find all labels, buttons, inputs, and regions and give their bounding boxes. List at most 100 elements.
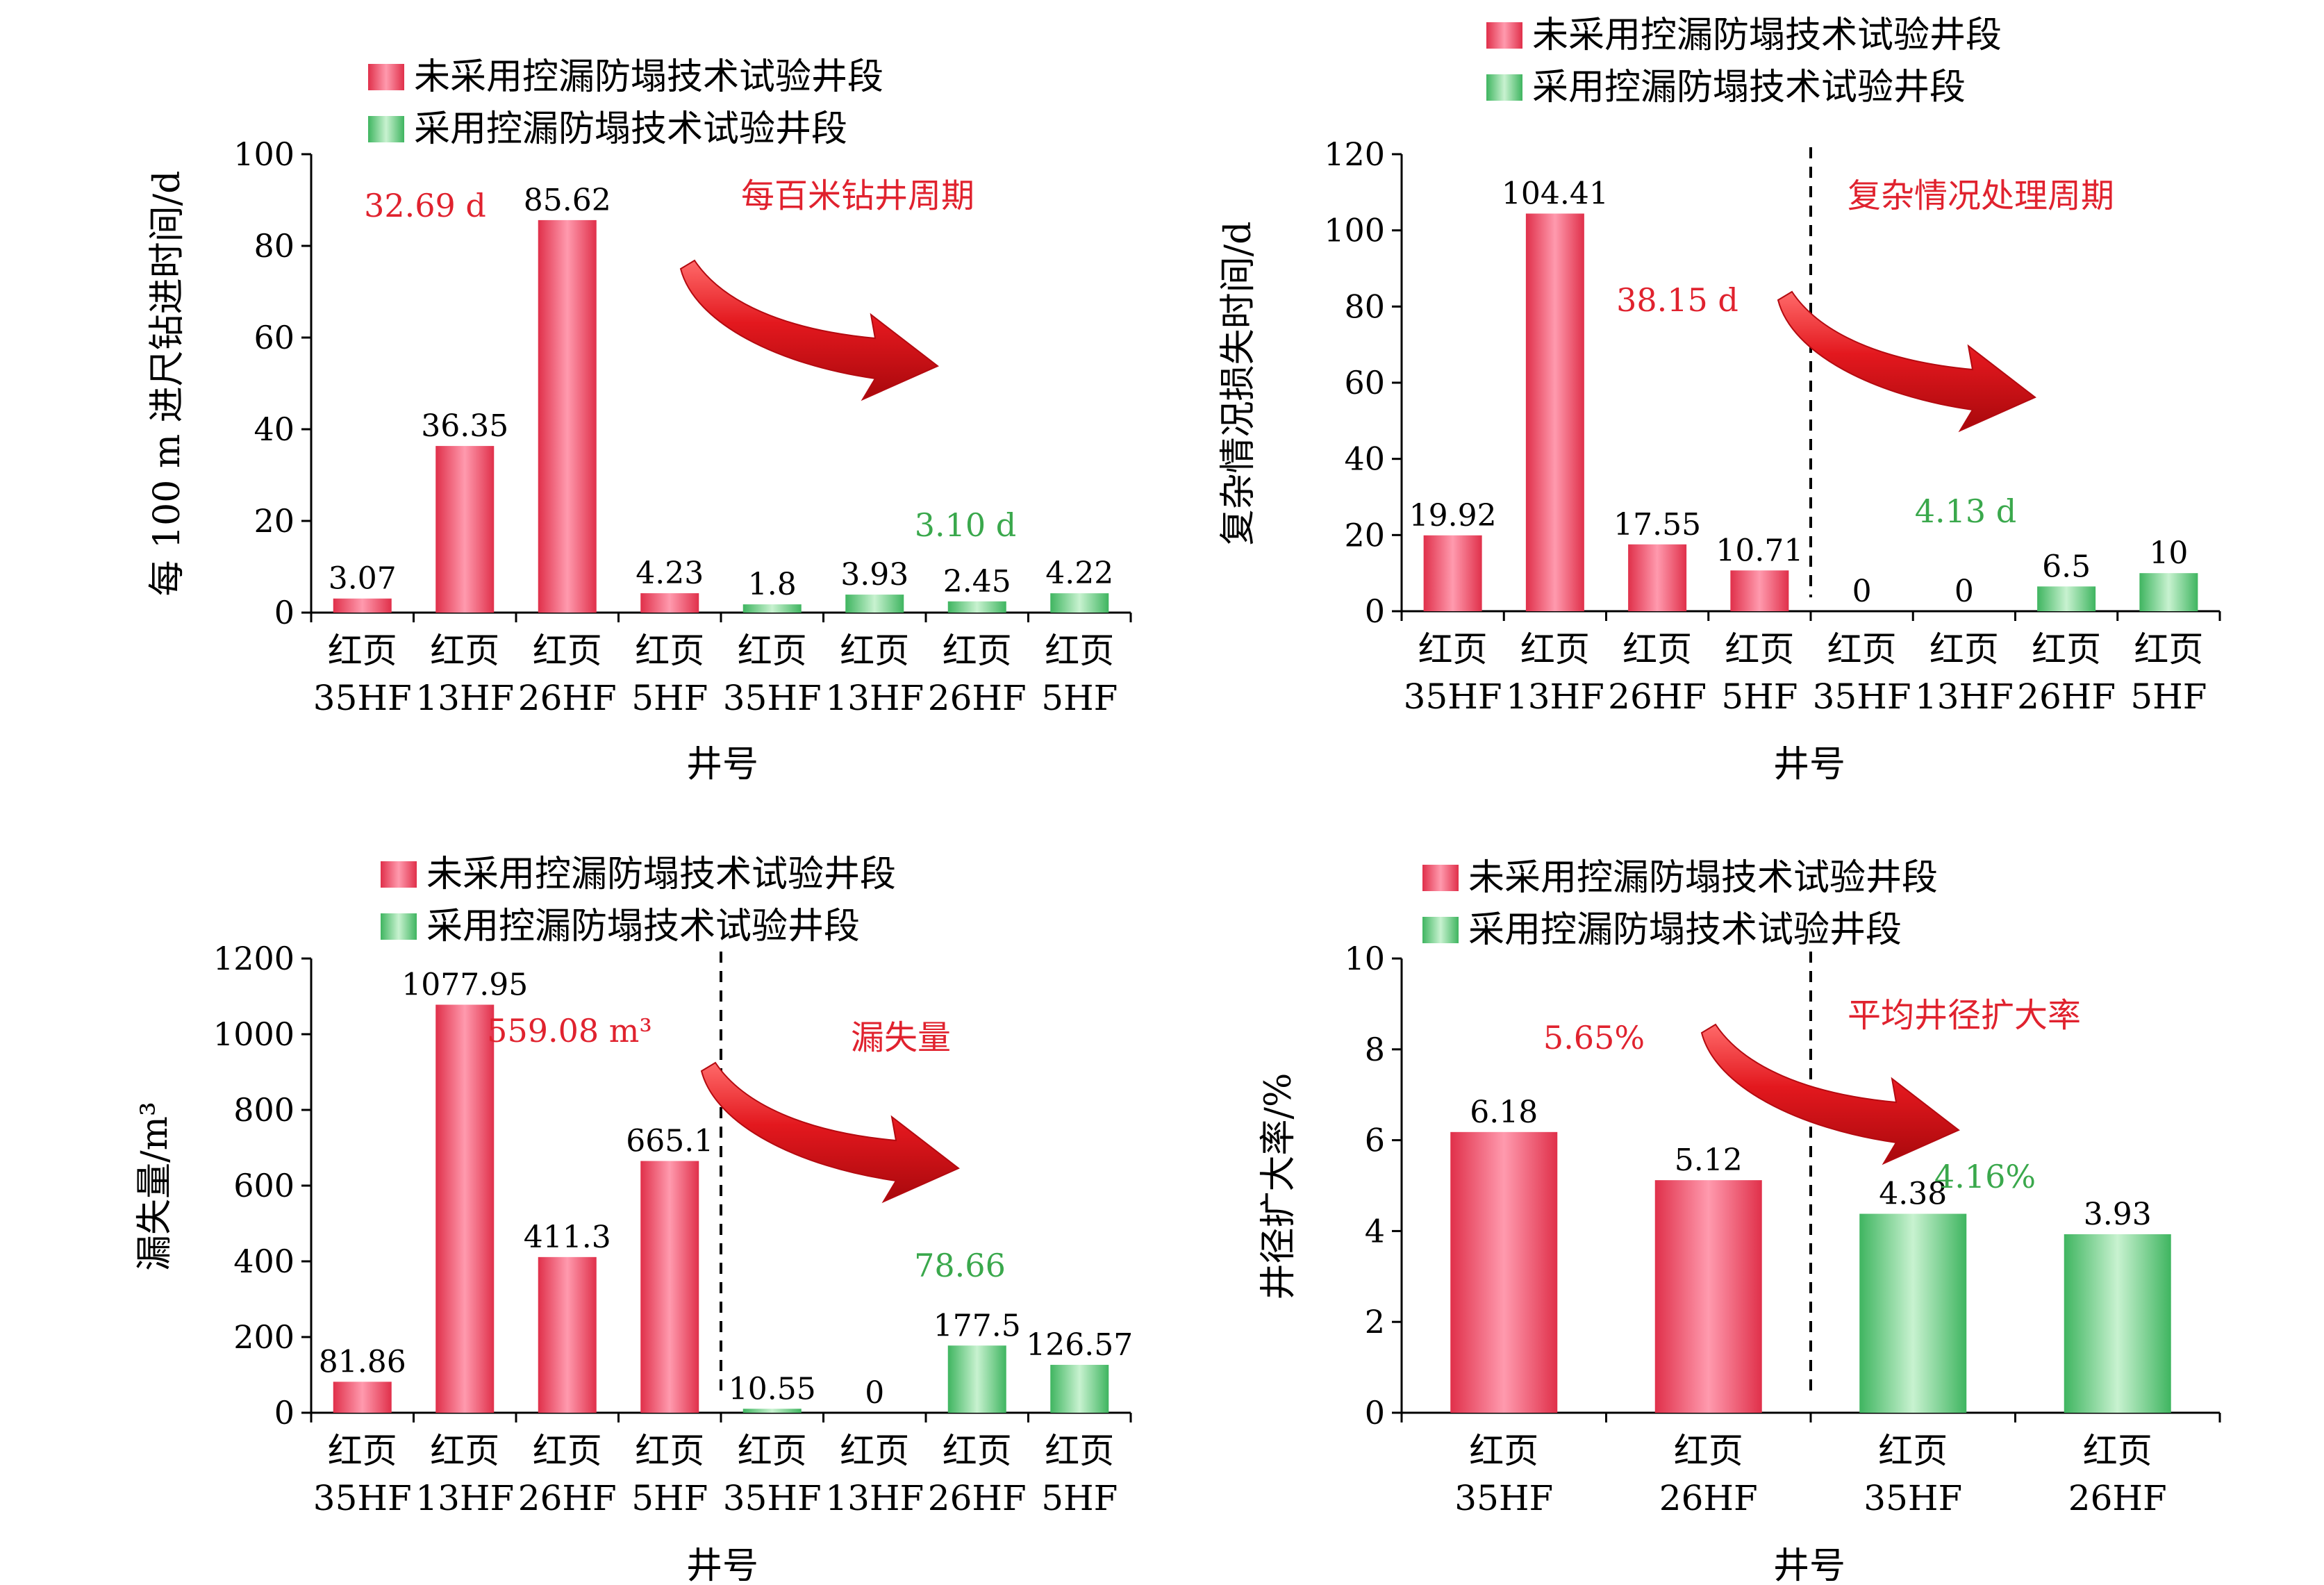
x-tick-label-line1: 红页 — [1674, 1431, 1743, 1471]
x-tick-label-line2: 26HF — [1608, 677, 1707, 717]
y-axis-title: 复杂情况损失时间/d — [1218, 222, 1259, 546]
x-tick-label-line2: 26HF — [518, 678, 617, 718]
x-tick-label-line2: 26HF — [518, 1478, 617, 1518]
bar-value-label: 3.93 — [2084, 1197, 2152, 1232]
x-tick-label-line1: 红页 — [943, 631, 1012, 671]
bar-red — [538, 1256, 597, 1413]
x-tick-label-line1: 红页 — [1469, 1431, 1538, 1471]
bar-red — [1628, 544, 1687, 611]
bar-red — [1730, 570, 1789, 611]
x-tick-label-line2: 35HF — [1404, 677, 1502, 717]
bar-red — [435, 1004, 495, 1413]
legend-swatch-green — [381, 913, 417, 940]
x-axis-title: 井号 — [686, 744, 758, 786]
legend-entry: 未采用控漏防塌技术试验井段 — [1468, 857, 1938, 899]
annotation-average-before: 5.65% — [1543, 1019, 1645, 1056]
x-tick-label-line2: 5HF — [1041, 678, 1118, 718]
bar-green — [1050, 593, 1109, 613]
legend-swatch-red — [1422, 865, 1459, 891]
x-tick-label-line1: 红页 — [840, 1431, 909, 1471]
y-axis-title: 每 100 m 进尺钻进时间/d — [147, 171, 188, 597]
x-tick-label-line1: 红页 — [738, 1431, 807, 1471]
x-tick-label-line1: 红页 — [328, 1431, 397, 1471]
legend-entry: 采用控漏防塌技术试验井段 — [414, 108, 847, 150]
bar-red — [333, 1381, 392, 1413]
chart-panel-2: 02040608010012019.92红页35HF104.41红页13HF17… — [1218, 15, 2221, 786]
x-axis-title: 井号 — [686, 1545, 758, 1585]
legend-entry: 采用控漏防塌技术试验井段 — [426, 906, 860, 947]
x-tick-label-line1: 红页 — [1725, 629, 1794, 670]
y-tick-label: 60 — [254, 319, 294, 356]
bar-value-label: 6.5 — [2042, 549, 2091, 584]
trend-arrow-icon — [1777, 290, 2036, 433]
bar-value-label: 1.8 — [748, 567, 797, 602]
bar-value-label: 4.22 — [1045, 556, 1113, 591]
bar-green — [2139, 573, 2198, 611]
bar-red — [538, 219, 597, 613]
x-tick-label-line1: 红页 — [2032, 629, 2101, 670]
legend-entry: 采用控漏防塌技术试验井段 — [1532, 67, 1966, 108]
bar-red — [1450, 1131, 1558, 1413]
x-tick-label-line2: 26HF — [928, 678, 1027, 718]
x-tick-label-line1: 红页 — [1520, 629, 1590, 670]
bar-value-label: 0 — [865, 1375, 884, 1411]
x-tick-label-line2: 35HF — [1813, 677, 1911, 717]
y-tick-label: 20 — [1344, 516, 1385, 554]
y-axis-title: 漏失量/m³ — [134, 1102, 176, 1271]
x-tick-label-line2: 35HF — [1864, 1478, 1962, 1518]
annotation-average-before: 559.08 m³ — [487, 1012, 652, 1049]
x-tick-label-line1: 红页 — [1045, 631, 1114, 671]
trend-arrow-icon — [679, 259, 939, 401]
trend-arrow-icon — [1700, 1023, 1960, 1165]
annotation-average-after: 78.66 — [914, 1247, 1006, 1284]
x-tick-label-line1: 红页 — [533, 631, 602, 671]
x-tick-label-line1: 红页 — [1929, 629, 1999, 670]
bar-green — [1859, 1213, 1967, 1413]
bar-value-label: 665.1 — [626, 1124, 713, 1159]
y-tick-label: 0 — [274, 594, 294, 631]
bar-green — [2037, 586, 2096, 611]
x-tick-label-line1: 红页 — [1827, 629, 1897, 670]
x-tick-label-line1: 红页 — [738, 631, 807, 671]
y-tick-label: 1000 — [213, 1015, 294, 1053]
x-tick-label-line2: 5HF — [2130, 677, 2207, 717]
x-tick-label-line2: 13HF — [825, 678, 924, 718]
legend-swatch-red — [381, 861, 417, 888]
bar-value-label: 3.07 — [329, 561, 397, 597]
x-tick-label-line1: 红页 — [430, 631, 499, 671]
bar-red — [1525, 213, 1584, 611]
legend-entry: 未采用控漏防塌技术试验井段 — [1532, 15, 2002, 56]
bar-value-label: 0 — [1954, 574, 1974, 609]
annotation-average-after: 4.13 d — [1915, 492, 2017, 530]
y-axis-title: 井径扩大率/% — [1258, 1073, 1300, 1300]
chart-panel-1: 0 20 40 60 80 100 3.07 红页 35HF 36.35 红页 13HF 85.62 红页… — [147, 56, 1132, 786]
x-tick-label-line2: 26HF — [928, 1478, 1027, 1518]
bar-value-label: 4.38 — [1879, 1177, 1947, 1212]
y-tick-label: 400 — [233, 1243, 294, 1280]
bar-green — [947, 601, 1006, 613]
y-tick-label: 100 — [1324, 212, 1385, 249]
x-tick-label-line1: 红页 — [635, 631, 704, 671]
annotation-average-before: 38.15 d — [1616, 281, 1738, 319]
x-tick-label-line1: 红页 — [328, 631, 397, 671]
annotation-title: 每百米钻井周期 — [741, 176, 974, 215]
bar-value-label: 0 — [1852, 574, 1872, 609]
x-tick-label-line2: 26HF — [2017, 677, 2116, 717]
annotation-average-after: 4.16% — [1934, 1158, 2036, 1195]
legend-swatch-red — [368, 64, 404, 90]
x-tick-label-line1: 红页 — [533, 1431, 602, 1471]
bar-value-label: 2.45 — [943, 564, 1011, 599]
x-tick-label-line2: 13HF — [415, 1478, 514, 1518]
x-tick-label-line2: 13HF — [415, 678, 514, 718]
y-tick-label: 60 — [1344, 364, 1385, 401]
x-tick-label-line1: 红页 — [430, 1431, 499, 1471]
x-tick-label-line2: 13HF — [1506, 677, 1604, 717]
bar-value-label: 4.23 — [636, 556, 704, 591]
chart-panel-3: 0 200 400 600 800 1000 1200 81.86 红页 35HF 1077.95 红… — [134, 854, 1133, 1585]
y-tick-label: 6 — [1365, 1122, 1385, 1159]
x-tick-label-line1: 红页 — [840, 631, 909, 671]
legend-swatch-green — [368, 116, 404, 142]
bar-value-label: 10.55 — [729, 1371, 816, 1406]
bar-green — [2064, 1234, 2171, 1413]
